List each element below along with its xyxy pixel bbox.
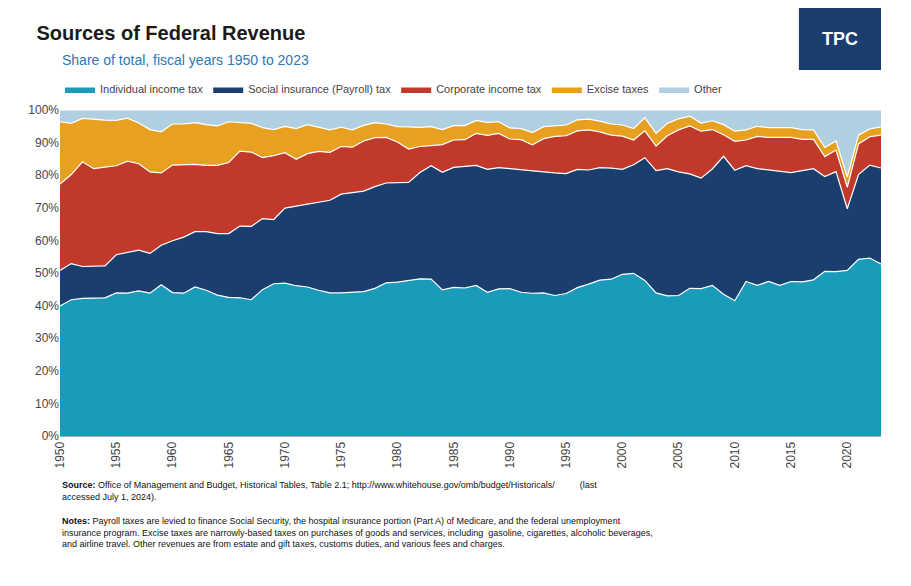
svg-text:40%: 40% bbox=[35, 299, 59, 313]
svg-text:Corporate income tax: Corporate income tax bbox=[436, 83, 542, 95]
svg-text:2000: 2000 bbox=[615, 441, 629, 468]
svg-text:Source: Office of Management a: Source: Office of Management and Budget,… bbox=[62, 480, 597, 502]
svg-text:10%: 10% bbox=[35, 397, 59, 411]
svg-text:Other: Other bbox=[694, 83, 722, 95]
svg-text:1970: 1970 bbox=[278, 441, 292, 468]
svg-text:1980: 1980 bbox=[390, 441, 404, 468]
svg-text:2020: 2020 bbox=[840, 441, 854, 468]
svg-text:20%: 20% bbox=[35, 364, 59, 378]
svg-text:80%: 80% bbox=[35, 168, 59, 182]
svg-text:Excise taxes: Excise taxes bbox=[587, 83, 649, 95]
svg-text:90%: 90% bbox=[35, 136, 59, 150]
svg-text:2015: 2015 bbox=[784, 441, 798, 468]
svg-text:1955: 1955 bbox=[109, 441, 123, 468]
svg-text:2005: 2005 bbox=[671, 441, 685, 468]
svg-text:50%: 50% bbox=[35, 266, 59, 280]
svg-text:1995: 1995 bbox=[559, 441, 573, 468]
svg-text:1990: 1990 bbox=[503, 441, 517, 468]
svg-text:1965: 1965 bbox=[222, 441, 236, 468]
svg-text:Individual income tax: Individual income tax bbox=[100, 83, 203, 95]
svg-text:100%: 100% bbox=[28, 103, 59, 117]
svg-text:0%: 0% bbox=[42, 429, 60, 443]
svg-text:2010: 2010 bbox=[728, 441, 742, 468]
svg-text:Social insurance (Payroll) tax: Social insurance (Payroll) tax bbox=[248, 83, 391, 95]
svg-text:TPC: TPC bbox=[822, 29, 858, 49]
svg-text:Notes: Payroll taxes are levie: Notes: Payroll taxes are levied to finan… bbox=[62, 516, 653, 549]
svg-text:1960: 1960 bbox=[165, 441, 179, 468]
svg-text:1985: 1985 bbox=[447, 441, 461, 468]
svg-text:70%: 70% bbox=[35, 201, 59, 215]
svg-text:Share of total, fiscal years 1: Share of total, fiscal years 1950 to 202… bbox=[62, 52, 309, 68]
svg-text:60%: 60% bbox=[35, 234, 59, 248]
svg-text:30%: 30% bbox=[35, 331, 59, 345]
svg-text:Sources of Federal Revenue: Sources of Federal Revenue bbox=[36, 22, 305, 44]
svg-text:1975: 1975 bbox=[334, 441, 348, 468]
svg-text:1950: 1950 bbox=[53, 441, 67, 468]
